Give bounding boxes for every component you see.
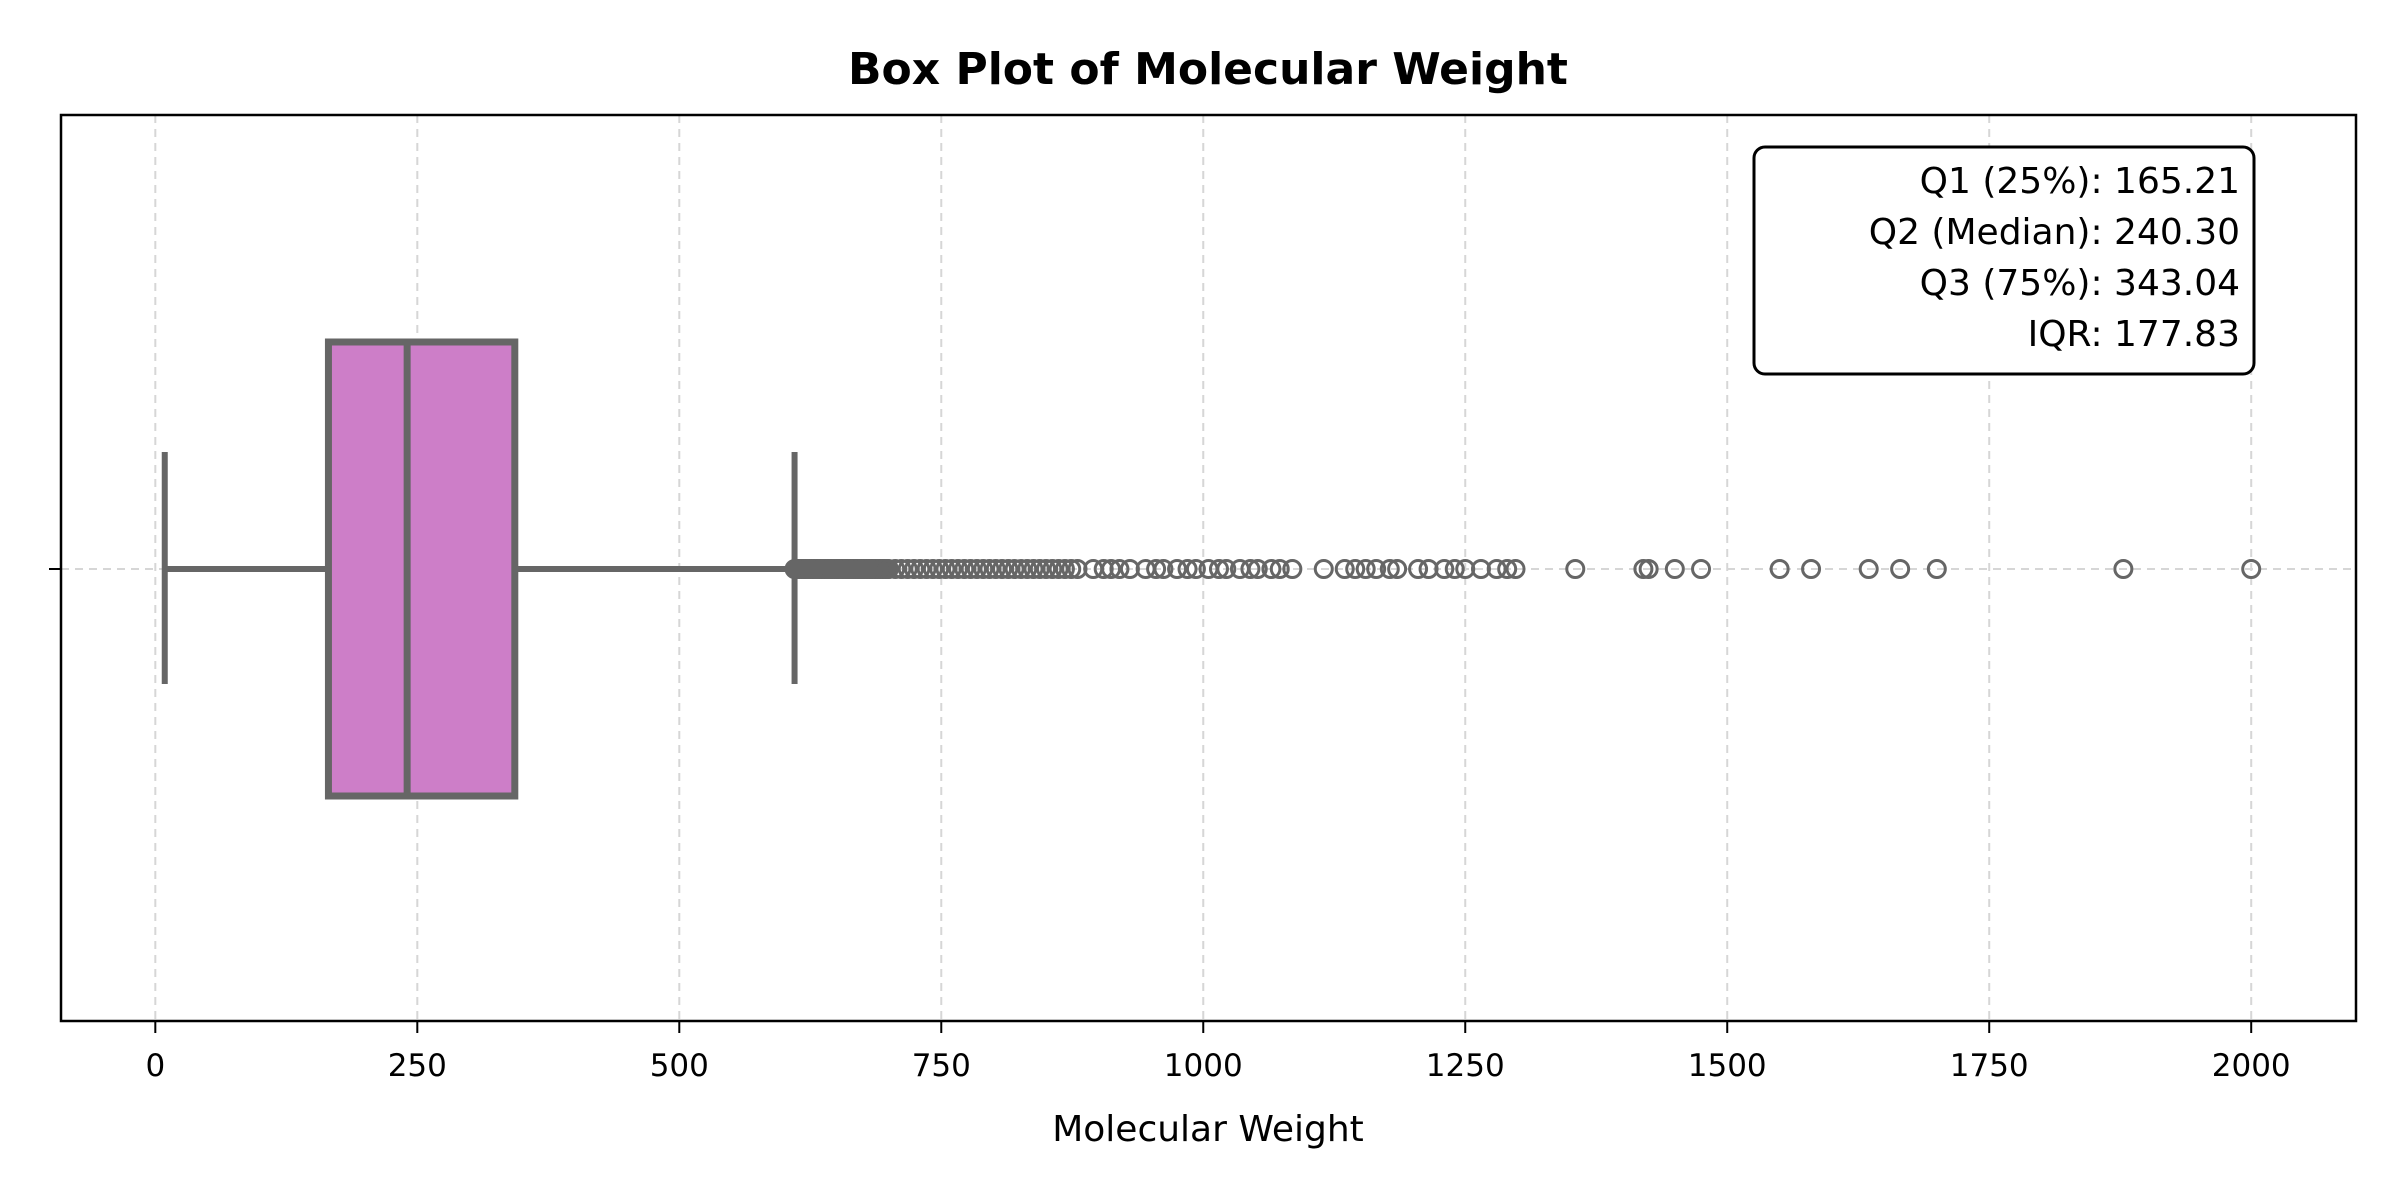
chart-title: Box Plot of Molecular Weight [848,44,1568,95]
outlier-point [1061,559,1082,579]
outlier-point [1247,559,1268,579]
outlier-point [941,559,962,579]
stats-line-iqr: IQR: 177.83 [2028,314,2240,355]
outlier-point [1282,559,1303,579]
outlier-point [1638,559,1659,579]
outlier-point [1185,559,1206,579]
x-tick-label: 1000 [1164,1048,1243,1084]
outlier-point [1017,559,1038,579]
outlier-point [929,559,950,579]
outlier-point [1042,559,1063,579]
outlier-point [916,559,937,579]
outlier-point [910,559,931,579]
outlier-point [960,559,981,579]
outlier-point [998,559,1019,579]
outlier-point [1408,559,1429,579]
outlier-point [1434,559,1455,579]
outlier-point [1355,559,1376,579]
outlier-point [954,559,975,579]
outlier-point [1565,559,1586,579]
iqr-box [324,338,519,800]
outlier-point [1036,559,1057,579]
outlier-point [1366,559,1387,579]
x-tick-label: 500 [650,1048,709,1084]
outlier-point [2113,559,2134,579]
outlier-point [1497,559,1518,579]
outlier-point [1387,559,1408,579]
outlier-point [2241,559,2262,579]
outlier-point [1261,559,1282,579]
outlier-point [1167,559,1188,579]
outlier-point [1313,559,1334,579]
outlier-point [897,559,918,579]
x-tick-label: 750 [912,1048,971,1084]
outlier-point [904,559,925,579]
outlier-point [1208,559,1229,579]
outlier-point [1379,559,1400,579]
outlier-point [1269,559,1290,579]
outlier-point [1505,559,1526,579]
outlier-point [1801,559,1822,579]
outlier-point [1177,559,1198,579]
stats-line-q3: Q3 (75%): 343.04 [1920,263,2240,304]
stats-line-median: Q2 (Median): 240.30 [1869,212,2240,253]
outlier-point [992,559,1013,579]
outlier-point [1029,559,1050,579]
outlier-point [878,559,899,579]
outlier-point [1146,559,1167,579]
outlier-point [1444,559,1465,579]
x-tick-label: 250 [388,1048,447,1084]
outlier-point [1216,559,1237,579]
outlier-point [973,559,994,579]
outlier-point [1010,559,1031,579]
stats-line-q1: Q1 (25%): 165.21 [1920,161,2240,202]
outlier-point [885,559,906,579]
outlier-point [1048,559,1069,579]
outlier-point [1023,559,1044,579]
stats-box: Q1 (25%): 165.21 Q2 (Median): 240.30 Q3 … [1752,145,2256,376]
outlier-point [1691,559,1712,579]
outlier-point [966,559,987,579]
outlier-point [1101,559,1122,579]
outlier-point [948,559,969,579]
plot-area [161,338,2262,800]
outlier-point [1240,559,1261,579]
outlier-point [979,559,1000,579]
outlier-point [1109,559,1130,579]
outlier-point [1926,559,1947,579]
x-axis: 0 250 500 750 1000 1250 1500 1750 2000 [49,568,2291,1084]
outlier-point [1890,559,1911,579]
outlier-point [1664,559,1685,579]
x-tick-label: 1500 [1688,1048,1767,1084]
x-axis-label: Molecular Weight [1052,1109,1364,1150]
outlier-point [1858,559,1879,579]
outlier-point [1769,559,1790,579]
outlier-point [985,559,1006,579]
outlier-point [1004,559,1025,579]
outlier-point [922,559,943,579]
outlier-point [891,559,912,579]
outlier-point [1345,559,1366,579]
outlier-point [1153,559,1174,579]
stats-box-frame [1752,145,2256,376]
x-tick-label: 1250 [1426,1048,1505,1084]
outlier-point [1054,559,1075,579]
outlier-point [1334,559,1355,579]
outlier-point [1486,559,1507,579]
outlier-point [935,559,956,579]
x-tick-label: 1750 [1950,1048,2029,1084]
x-tick-label: 0 [145,1048,165,1084]
x-tick-label: 2000 [2212,1048,2291,1084]
